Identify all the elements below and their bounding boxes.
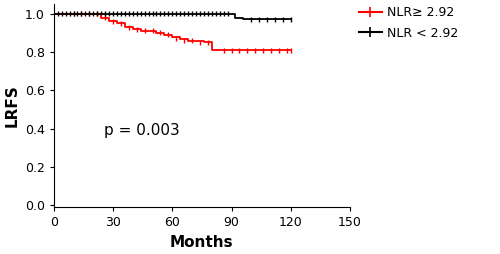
- Text: p = 0.003: p = 0.003: [104, 123, 180, 138]
- Legend: NLR≥ 2.92, NLR < 2.92: NLR≥ 2.92, NLR < 2.92: [359, 6, 458, 40]
- X-axis label: Months: Months: [170, 235, 234, 250]
- Y-axis label: LRFS: LRFS: [4, 84, 19, 127]
